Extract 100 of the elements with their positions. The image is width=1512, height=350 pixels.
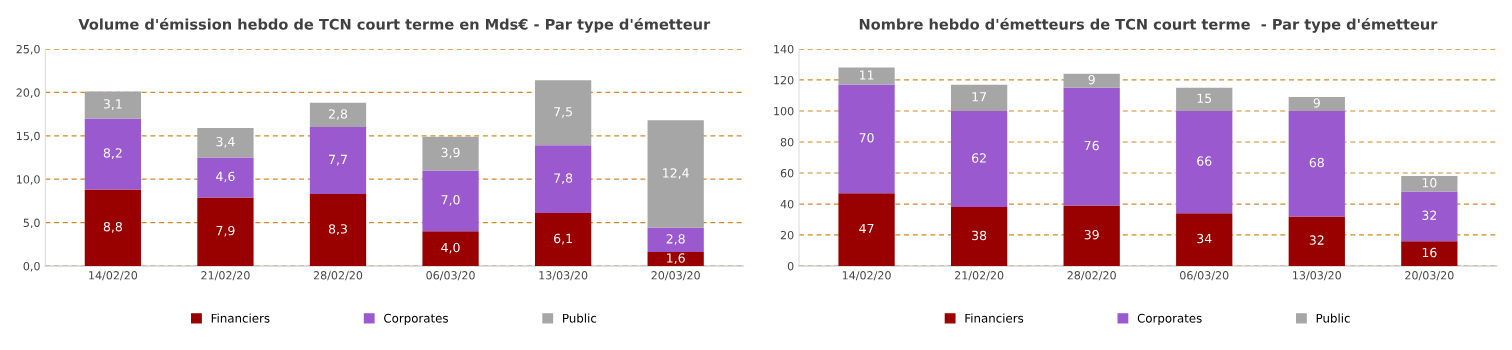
- chart-title: Volume d'émission hebdo de TCN court terme en Mds€ - Par type d'émetteur: [78, 17, 711, 33]
- data-label: 11: [859, 70, 874, 80]
- data-label: 32: [1422, 210, 1437, 221]
- x-tick-label: 20/03/20: [1405, 271, 1454, 281]
- data-label: 16: [1422, 247, 1437, 258]
- data-label: 15: [1197, 93, 1212, 103]
- y-tick-label: 0: [787, 261, 794, 271]
- data-label: 7,0: [441, 195, 460, 206]
- data-label: 6,1: [554, 233, 572, 245]
- bar: [1063, 87, 1120, 206]
- data-label: 4,0: [441, 242, 460, 254]
- data-label: 3,9: [441, 147, 460, 159]
- x-tick-label: 06/03/20: [1180, 271, 1229, 281]
- y-tick-label: 5,0: [23, 218, 40, 229]
- bar: [838, 193, 895, 266]
- bar: [309, 102, 367, 128]
- data-label: 10: [1422, 178, 1437, 188]
- x-tick-label: 28/02/20: [313, 271, 363, 281]
- y-tick-label: 100: [774, 106, 794, 116]
- bar: [647, 120, 704, 228]
- y-tick-label: 120: [774, 75, 794, 85]
- bar: [534, 213, 592, 266]
- bar: [647, 252, 704, 266]
- bar: [1288, 216, 1345, 266]
- x-tick-label: 28/02/20: [1067, 271, 1116, 281]
- bar: [84, 91, 142, 119]
- bar: [422, 231, 479, 266]
- bar: [950, 84, 1008, 111]
- legend-label: Public: [563, 313, 597, 323]
- data-label: 68: [1309, 157, 1324, 168]
- data-label: 8,8: [103, 221, 122, 233]
- data-label: 34: [1197, 233, 1212, 244]
- x-tick-label: 13/03/20: [539, 271, 588, 281]
- y-tick-label: 40: [780, 199, 794, 209]
- x-tick-label: 21/02/20: [201, 271, 250, 281]
- y-tick-label: 0,0: [23, 261, 40, 272]
- bar: [1176, 213, 1233, 266]
- data-label: 39: [1084, 229, 1099, 240]
- data-label: 70: [859, 133, 874, 143]
- bar: [197, 127, 254, 158]
- x-tick-label: 06/03/20: [426, 271, 475, 281]
- data-label: 47: [859, 223, 874, 234]
- bar: [84, 189, 142, 266]
- bar: [1288, 111, 1345, 217]
- y-tick-label: 80: [780, 137, 794, 147]
- data-label: 62: [972, 153, 986, 163]
- bar: [647, 227, 704, 253]
- bar: [950, 111, 1008, 208]
- data-label: 3,4: [216, 136, 235, 148]
- data-label: 7,8: [554, 173, 573, 185]
- data-label: 8,3: [328, 224, 347, 235]
- x-tick-label: 20/03/20: [651, 271, 700, 281]
- legend-label: Financiers: [211, 313, 270, 323]
- bar: [1063, 73, 1120, 88]
- data-label: 2,8: [666, 234, 685, 245]
- data-label: 32: [1309, 235, 1324, 245]
- bar: [1176, 87, 1233, 111]
- x-tick-label: 14/02/20: [842, 271, 891, 281]
- y-tick-label: 25,0: [16, 44, 40, 55]
- y-tick-label: 20: [780, 230, 794, 240]
- bar: [534, 80, 592, 146]
- data-label: 7,7: [329, 154, 347, 166]
- data-label: 4,6: [216, 171, 235, 183]
- chart-title: Nombre hebdo d'émetteurs de TCN court terme - Par type d'émetteur: [859, 17, 1438, 33]
- bar: [838, 84, 895, 194]
- legend-label: Corporates: [384, 313, 448, 325]
- x-tick-label: 13/03/20: [1293, 271, 1341, 281]
- data-label: 7,5: [554, 107, 572, 118]
- legend-label: Public: [1316, 313, 1350, 323]
- bar: [197, 197, 254, 266]
- bar: [84, 118, 142, 190]
- bar: [1288, 97, 1345, 111]
- y-tick-label: 15,0: [16, 131, 40, 142]
- bar: [950, 207, 1008, 266]
- bar: [1401, 176, 1458, 192]
- bar: [422, 136, 479, 171]
- x-tick-label: 14/02/20: [89, 271, 138, 281]
- bar: [534, 145, 592, 214]
- x-tick-label: 21/02/20: [954, 271, 1004, 281]
- data-label: 66: [1197, 156, 1212, 166]
- bar: [422, 170, 479, 232]
- data-label: 12,4: [663, 168, 689, 179]
- bar: [1063, 205, 1120, 266]
- data-label: 38: [972, 230, 987, 241]
- bar: [309, 193, 367, 266]
- bar: [1401, 191, 1458, 242]
- data-label: 76: [1084, 140, 1099, 151]
- bar: [1176, 111, 1233, 214]
- data-label: 1,6: [667, 253, 685, 264]
- data-label: 2,8: [328, 109, 348, 120]
- data-label: 9: [1088, 74, 1095, 85]
- y-tick-label: 10,0: [16, 175, 40, 185]
- legend-label: Corporates: [1137, 313, 1202, 325]
- bar: [309, 127, 367, 194]
- data-label: 3,1: [103, 99, 122, 110]
- y-tick-label: 60: [780, 168, 794, 178]
- data-label: 17: [972, 92, 987, 102]
- y-tick-label: 20,0: [16, 88, 40, 98]
- bar: [838, 67, 895, 85]
- y-tick-label: 140: [774, 44, 794, 54]
